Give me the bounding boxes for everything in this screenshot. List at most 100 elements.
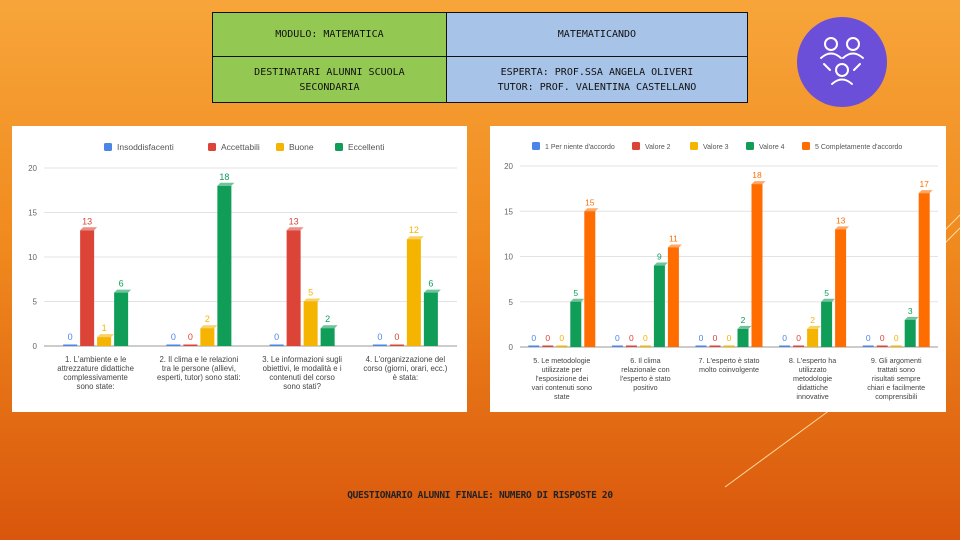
data-label: 0	[274, 332, 279, 342]
bar	[423, 292, 438, 346]
x-tick-label: positivo	[633, 383, 657, 392]
y-tick-label: 5	[509, 298, 514, 307]
data-label: 0	[629, 333, 634, 343]
bar	[807, 328, 819, 347]
bar-chart-right: 1 Per niente d'accordo Valore 2 Valore 3 Va…	[504, 142, 938, 401]
data-label: 9	[657, 252, 662, 262]
legend-label: Eccellenti	[348, 142, 384, 152]
x-tick-label: obiettivi, le modalità e i	[263, 364, 342, 373]
bar-cap	[320, 325, 338, 329]
bar	[183, 344, 198, 346]
legend-label: Valore 2	[645, 144, 671, 151]
bar	[320, 328, 335, 346]
bar-cap	[821, 298, 836, 302]
x-tick-label: è stata:	[393, 373, 419, 382]
legend-label: Valore 3	[703, 144, 729, 151]
x-tick-label: l'esposizione dei	[536, 374, 589, 383]
bar-cap	[751, 181, 766, 185]
bar	[217, 185, 232, 346]
legend-swatch	[532, 142, 540, 150]
x-tick-label: metodologie	[793, 374, 832, 383]
bar	[862, 345, 874, 347]
course-info-table: MODULO: MATEMATICA MATEMATICANDO DESTINA…	[212, 12, 749, 103]
y-tick-label: 20	[28, 164, 37, 173]
y-tick-label: 15	[504, 207, 513, 216]
data-label: 13	[289, 216, 299, 226]
data-label: 0	[727, 333, 732, 343]
bar-cap	[737, 325, 752, 329]
x-tick-label: esperti, tutor) sono stati:	[157, 373, 241, 382]
bar	[372, 344, 387, 346]
x-tick-label: sono state:	[77, 382, 115, 391]
bar-cap	[97, 334, 115, 338]
data-label: 0	[531, 333, 536, 343]
data-label: 0	[699, 333, 704, 343]
course-title: MATEMATICANDO	[557, 29, 637, 40]
bar-chart-left: Insoddisfacenti Accettabili Buone Eccellent…	[28, 142, 457, 391]
data-label: 0	[866, 333, 871, 343]
legend-swatch	[746, 142, 754, 150]
survey-footer: QUESTIONARIO ALUNNI FINALE: NUMERO DI RI…	[347, 490, 613, 501]
data-label: 0	[880, 333, 885, 343]
x-tick-label: relazionale con	[621, 365, 669, 374]
bar-cap	[286, 227, 304, 231]
x-tick-label: 2. Il clima e le relazioni	[159, 355, 238, 364]
data-label: 1	[102, 323, 107, 333]
bar-cap	[406, 236, 424, 240]
bar	[653, 265, 665, 347]
data-label: 5	[308, 288, 313, 298]
bar	[389, 344, 404, 346]
x-tick-label: 3. Le informazioni sugli	[262, 355, 342, 364]
module-label: MODULO: MATEMATICA	[275, 29, 384, 40]
bar	[723, 345, 735, 347]
data-label: 5	[824, 288, 829, 298]
bar-cap	[807, 325, 822, 329]
bar	[667, 247, 679, 347]
data-label: 0	[615, 333, 620, 343]
data-label: 18	[219, 172, 229, 182]
bar	[269, 344, 284, 346]
tutor-label: TUTOR: PROF. VALENTINA CASTELLANO	[497, 81, 697, 93]
bar-cap	[80, 227, 98, 231]
legend-label: Accettabili	[221, 142, 260, 152]
recipients-line-1: DESTINATARI ALUNNI SCUOLA	[254, 66, 405, 78]
data-label: 11	[669, 233, 678, 243]
data-label: 0	[643, 333, 648, 343]
data-label: 0	[188, 332, 193, 342]
bar	[114, 292, 129, 346]
x-tick-label: comprensibili	[875, 392, 917, 401]
data-label: 0	[894, 333, 899, 343]
data-label: 0	[796, 333, 801, 343]
legend-label: Insoddisfacenti	[117, 142, 174, 152]
data-label: 0	[713, 333, 718, 343]
data-label: 2	[205, 314, 210, 324]
x-tick-label: state	[554, 392, 570, 401]
x-tick-label: utilizzato	[799, 365, 827, 374]
logo	[797, 17, 887, 107]
chart-panel-left: Insoddisfacenti Accettabili Buone Eccellent…	[12, 126, 467, 412]
bar	[528, 345, 540, 347]
bar	[286, 230, 301, 346]
data-label: 0	[68, 332, 73, 342]
bar	[639, 345, 651, 347]
bar-cap	[570, 298, 585, 302]
legend-swatch	[208, 143, 216, 151]
bar	[166, 344, 181, 346]
y-tick-label: 20	[504, 162, 513, 171]
bar	[406, 239, 421, 346]
bar-cap	[217, 182, 235, 186]
legend-swatch	[690, 142, 698, 150]
title-cell: MATEMATICANDO	[445, 12, 749, 57]
x-tick-label: attrezzature didattiche	[57, 364, 134, 373]
bar	[584, 211, 596, 347]
x-tick-label: 4. L'organizzazione del	[366, 355, 446, 364]
data-label: 12	[409, 225, 419, 235]
x-tick-label: molto coinvolgente	[699, 365, 759, 374]
bar	[918, 193, 930, 347]
legend-swatch	[632, 142, 640, 150]
bar-cap	[835, 226, 850, 230]
bar	[793, 345, 805, 347]
data-label: 2	[325, 314, 330, 324]
x-tick-label: 7. L'esperto è stato	[699, 356, 760, 365]
x-tick-label: trattati sono	[877, 365, 915, 374]
